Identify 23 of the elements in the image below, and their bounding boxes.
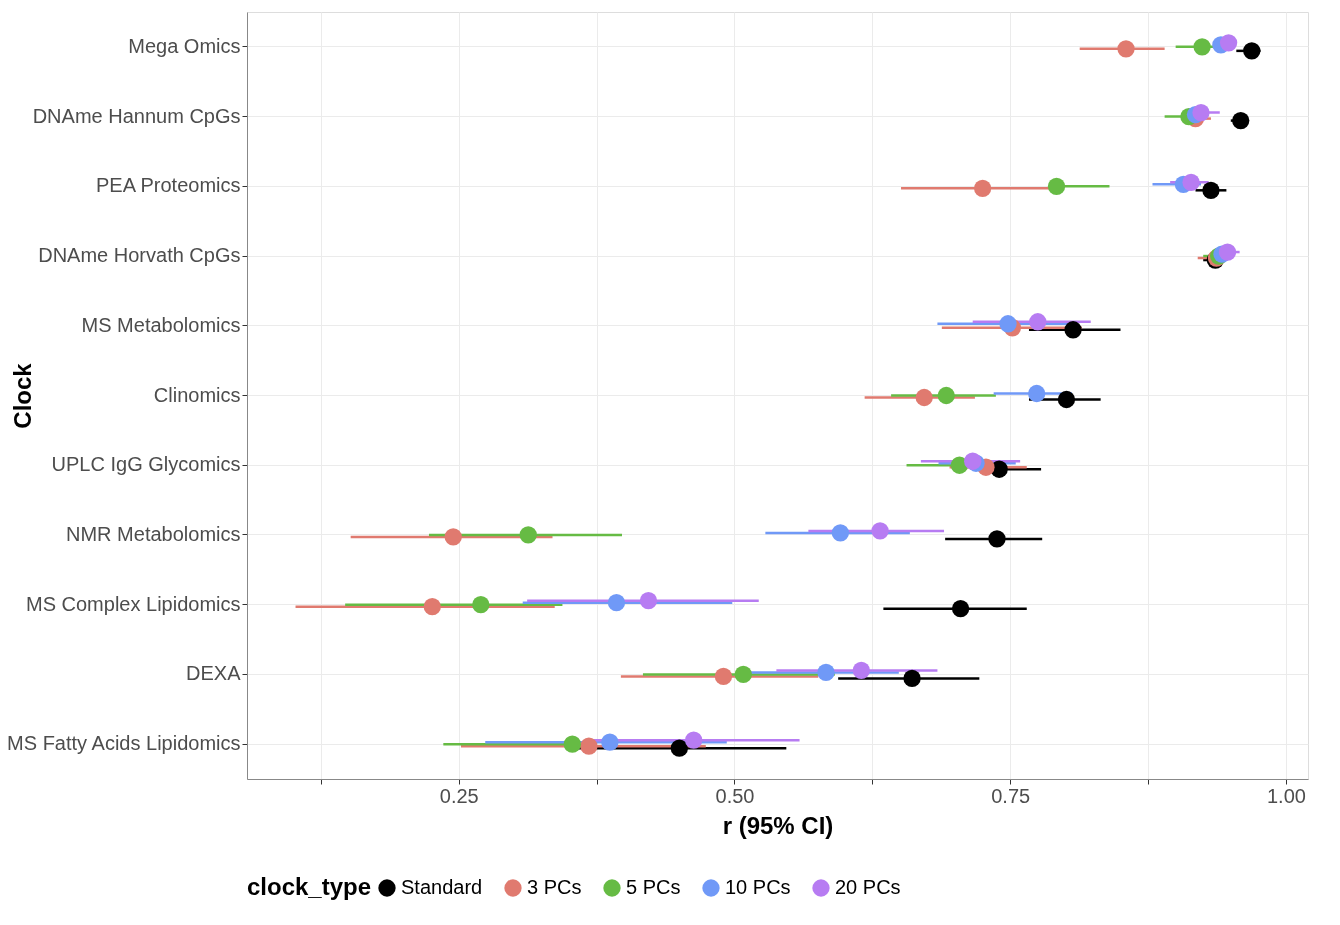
y-tick-label: MS Fatty Acids Lipidomics xyxy=(7,732,241,755)
x-tick-label: 1.00 xyxy=(1266,784,1306,807)
legend-label: 10 PCs xyxy=(725,876,791,898)
y-tick-label: NMR Metabolomics xyxy=(66,522,241,545)
y-tick-label: UPLC IgG Glycomics xyxy=(51,453,241,476)
x-axis-title: r (95% CI) xyxy=(722,811,834,839)
y-tick-label: DNAme Hannum CpGs xyxy=(32,104,241,127)
y-tick-label: MS Metabolomics xyxy=(81,313,241,336)
y-tick-label: PEA Proteomics xyxy=(95,174,241,197)
x-tick-label: 0.75 xyxy=(991,784,1031,807)
y-tick-label: Clinomics xyxy=(153,383,241,406)
legend-label: 20 PCs xyxy=(835,876,901,898)
legend-label: 3 PCs xyxy=(527,876,582,898)
legend-label: 5 PCs xyxy=(626,876,681,898)
y-tick-label: Mega Omics xyxy=(128,34,241,57)
x-tick-label: 0.50 xyxy=(715,784,755,807)
legend-title: clock_type xyxy=(247,873,372,900)
y-tick-label: MS Complex Lipidomics xyxy=(25,592,241,615)
legend-label: Standard xyxy=(401,876,483,898)
y-tick-label: DEXA xyxy=(186,662,242,685)
x-tick-label: 0.25 xyxy=(439,784,479,807)
y-tick-label: DNAme Horvath CpGs xyxy=(38,244,241,267)
y-axis-title: Clock xyxy=(8,362,36,429)
